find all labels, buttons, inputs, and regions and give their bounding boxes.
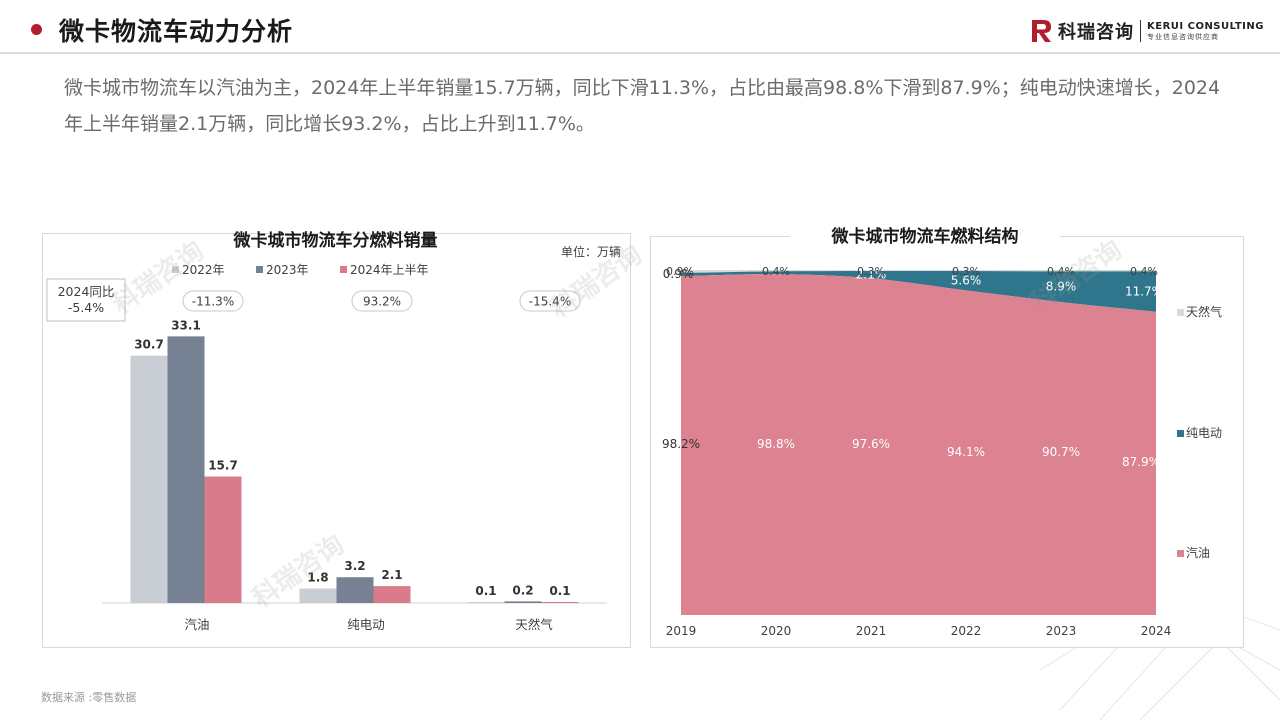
bar-0-2	[204, 476, 242, 603]
data-source-note: 数据来源 :零售数据	[41, 691, 137, 704]
yoy-pill-label-2: -15.4%	[529, 295, 571, 309]
x-tick-label-0: 2019	[666, 624, 697, 638]
watermark-logo: 科瑞咨询	[107, 235, 210, 320]
area-series-汽油	[681, 274, 1156, 615]
logo-separator	[1140, 20, 1141, 42]
legend-label-0: 2022年	[182, 263, 225, 277]
x-tick-label-4: 2023	[1046, 624, 1077, 638]
ev-share-label-2: 2.1%	[856, 268, 887, 282]
area-series-纯电动	[681, 270, 1156, 312]
svg-text:科瑞咨询: 科瑞咨询	[1025, 234, 1128, 319]
title-divider	[0, 52, 1280, 54]
ng-share-label-0: 0.9%	[666, 265, 694, 278]
svg-text:科瑞咨询: 科瑞咨询	[107, 235, 210, 320]
ev-share-label-5: 11.7%	[1125, 285, 1163, 299]
bar-value-label-1-1: 3.2	[344, 559, 365, 573]
yoy-summary-box	[46, 278, 126, 322]
ev-share-label-4: 8.9%	[1046, 280, 1077, 294]
yoy-pill-1	[351, 290, 413, 312]
svg-text:科瑞咨询: 科瑞咨询	[247, 529, 350, 614]
legend-swatch-汽油	[1177, 550, 1184, 557]
bar-value-label-1-2: 2.1	[381, 568, 402, 582]
ng-share-label-1: 0.4%	[762, 265, 790, 278]
ng-share-label-3: 0.3%	[952, 265, 980, 278]
yoy-pill-2	[519, 290, 581, 312]
logo-name-en: KERUI CONSULTING	[1147, 20, 1264, 32]
bar-1-0	[299, 588, 337, 603]
legend-swatch-纯电动	[1177, 430, 1184, 437]
category-label-2: 天然气	[515, 617, 553, 632]
bar-value-label-2-0: 0.1	[475, 584, 496, 598]
legend-label-2: 2024年上半年	[350, 263, 429, 277]
legend-label-天然气: 天然气	[1186, 304, 1222, 319]
gas-share-label-4: 90.7%	[1042, 445, 1080, 459]
bar-value-label-2-1: 0.2	[512, 583, 533, 597]
gas-share-label-3: 94.1%	[947, 445, 985, 459]
gas-share-label-0: 98.2%	[662, 437, 700, 451]
watermark-logo: 科瑞咨询	[545, 239, 648, 324]
x-tick-label-2: 2021	[856, 624, 887, 638]
bar-value-label-1-0: 1.8	[307, 571, 328, 585]
bar-0-1	[167, 336, 205, 603]
svg-text:科瑞咨询: 科瑞咨询	[545, 239, 648, 324]
x-tick-label-3: 2022	[951, 624, 982, 638]
watermark-logo: 科瑞咨询	[1025, 234, 1128, 319]
logo-r-icon	[1032, 20, 1051, 42]
yoy-summary-line-1: -5.4%	[68, 300, 104, 315]
fuel-structure-area-chart: 98.2% 98.8% 97.6% 94.1% 90.7% 87.9% 0.9% 2.1% 5.…	[662, 265, 1222, 638]
page-title: 微卡物流车动力分析	[59, 17, 294, 46]
bar-1-1	[336, 577, 374, 603]
title-bullet	[31, 24, 42, 35]
x-tick-label-1: 2020	[761, 624, 792, 638]
fuel-structure-chart-title: 微卡城市物流车燃料结构	[790, 220, 1060, 254]
bar-0-0	[130, 355, 168, 603]
bar-value-label-0-2: 15.7	[208, 459, 238, 473]
fuel-sales-bar-chart: 2022年 2023年 2024年上半年 2024同比-5.4% -11.3% 93.2%…	[46, 263, 607, 632]
legend-label-汽油: 汽油	[1186, 545, 1210, 560]
area-series-天然气	[681, 270, 1156, 274]
category-label-0: 汽油	[184, 617, 209, 632]
ev-share-label-0: 0.9%	[663, 267, 694, 281]
category-label-1: 纯电动	[347, 617, 385, 632]
gas-share-label-1: 98.8%	[757, 437, 795, 451]
company-logo: 科瑞咨询 KERUI CONSULTING 专业信息咨询供应商	[1030, 18, 1264, 44]
yoy-pill-label-1: 93.2%	[363, 295, 401, 309]
bar-2-0	[467, 602, 505, 603]
gas-share-label-5: 87.9%	[1122, 455, 1160, 469]
legend-swatch-1	[256, 266, 263, 273]
legend-label-1: 2023年	[266, 263, 309, 277]
legend-swatch-天然气	[1177, 309, 1184, 316]
ev-share-label-3: 5.6%	[951, 274, 982, 288]
bar-2-1	[504, 601, 542, 603]
bar-value-label-0-1: 33.1	[171, 318, 201, 332]
legend-swatch-0	[172, 266, 179, 273]
intro-paragraph: 微卡城市物流车以汽油为主，2024年上半年销量15.7万辆，同比下滑11.3%，…	[64, 77, 1221, 135]
legend-swatch-2	[340, 266, 347, 273]
fuel-sales-chart-title: 微卡城市物流车分燃料销量	[233, 231, 438, 251]
bar-value-label-0-0: 30.7	[134, 338, 164, 352]
logo-text-group: KERUI CONSULTING 专业信息咨询供应商	[1147, 20, 1264, 41]
unit-label: 单位：万辆	[561, 245, 622, 259]
x-tick-label-5: 2024	[1141, 624, 1172, 638]
ng-share-label-4: 0.4%	[1047, 265, 1075, 278]
gas-share-label-2: 97.6%	[852, 437, 890, 451]
yoy-summary-line-0: 2024同比	[58, 284, 115, 299]
logo-name-cn: 科瑞咨询	[1058, 22, 1134, 43]
legend-label-纯电动: 纯电动	[1186, 426, 1222, 440]
ng-share-label-2: 0.3%	[857, 265, 885, 278]
bar-1-2	[373, 586, 411, 603]
ng-share-label-5: 0.4%	[1130, 265, 1158, 278]
bar-2-2	[541, 602, 579, 603]
yoy-pill-label-0: -11.3%	[192, 295, 234, 309]
watermark-logo: 科瑞咨询	[247, 529, 350, 614]
yoy-pill-0	[182, 290, 244, 312]
logo-tagline: 专业信息咨询供应商	[1147, 32, 1219, 41]
bar-value-label-2-2: 0.1	[549, 584, 570, 598]
